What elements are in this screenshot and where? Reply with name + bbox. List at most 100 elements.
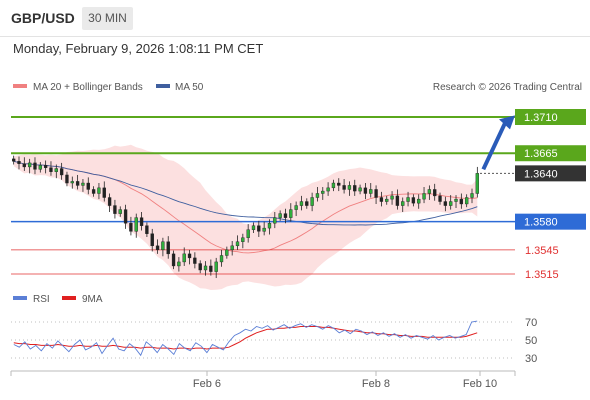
candle-body xyxy=(283,213,288,218)
candle-body xyxy=(342,185,346,190)
candle-body xyxy=(305,201,309,206)
copyright-text: Research © 2026 Trading Central xyxy=(433,82,582,93)
legend-swatch-rsi xyxy=(13,296,27,300)
datetime-text: Monday, February 9, 2026 1:08:11 PM CET xyxy=(13,41,264,56)
candle-body xyxy=(54,168,58,172)
candles xyxy=(11,155,480,279)
candle-body xyxy=(278,213,282,218)
candle-body xyxy=(59,168,64,176)
candle-body xyxy=(97,187,101,194)
legend-ma20-label: MA 20 + Bollinger Bands xyxy=(33,82,143,93)
candle-body xyxy=(438,195,442,202)
bollinger-bands xyxy=(13,144,478,290)
rsi-panel: 70 50 30 xyxy=(11,317,537,365)
candle-body xyxy=(385,198,389,202)
candle-body xyxy=(315,193,320,198)
candle-body xyxy=(145,225,149,234)
candle-body xyxy=(230,245,234,251)
candle-body xyxy=(171,253,176,267)
resistance-tag xyxy=(515,145,586,162)
candle-body xyxy=(193,257,197,264)
candle-body xyxy=(214,261,218,272)
bollinger-band-fill xyxy=(13,144,478,290)
last-price-label: 1.3640 xyxy=(524,168,558,180)
candle-body xyxy=(299,201,304,206)
candle-body xyxy=(118,209,122,214)
candle-body xyxy=(123,209,128,224)
candle-body xyxy=(17,161,21,164)
candle-body xyxy=(433,189,437,197)
candle-body xyxy=(33,162,37,170)
pivot-label: 1.3580 xyxy=(524,217,558,229)
candle-body xyxy=(11,158,16,162)
candle-body xyxy=(43,165,48,168)
resistance-label: 1.3710 xyxy=(524,112,558,124)
timeframe-button[interactable]: 30 MIN xyxy=(82,7,133,30)
candle-body xyxy=(475,173,480,194)
symbol-title: GBP/USD xyxy=(11,10,75,26)
ma50-line xyxy=(13,160,478,226)
header-divider xyxy=(0,36,590,37)
candle-body xyxy=(27,162,32,168)
candle-body xyxy=(374,189,378,198)
candle-body xyxy=(262,227,266,232)
legend-rsi-label: RSI xyxy=(33,294,50,305)
candle-body xyxy=(155,245,160,251)
forecast-arrow-head xyxy=(499,115,515,130)
candle-body xyxy=(70,181,74,184)
rsi-9ma-line xyxy=(13,326,478,350)
forecast-arrow xyxy=(481,115,515,171)
rsi-tick-label: 50 xyxy=(525,335,537,347)
candle-body xyxy=(417,198,421,204)
candle-body xyxy=(470,193,474,198)
legend-swatch-ma50 xyxy=(156,84,170,88)
x-tick-label: Feb 8 xyxy=(362,378,390,390)
legend-swatch-9ma xyxy=(62,296,76,300)
candle-body xyxy=(353,185,357,192)
candle-body xyxy=(454,198,458,202)
candle-body xyxy=(219,255,224,263)
candle-body xyxy=(337,182,341,186)
candle-body xyxy=(390,195,394,200)
candle-body xyxy=(273,217,277,224)
candle-body xyxy=(358,187,362,192)
rsi-tick-label: 70 xyxy=(525,317,537,329)
candle-body xyxy=(459,198,464,205)
legend-ma50-label: MA 50 xyxy=(175,82,204,93)
legend-9ma-label: 9MA xyxy=(82,294,103,305)
candle-body xyxy=(326,187,330,192)
candle-body xyxy=(75,181,80,186)
candle-body xyxy=(347,185,352,190)
candle-body xyxy=(65,174,69,184)
candle-body xyxy=(289,209,293,218)
candle-body xyxy=(246,229,250,238)
candle-body xyxy=(161,241,165,251)
candle-body xyxy=(209,265,213,272)
candle-body xyxy=(465,197,469,205)
candle-body xyxy=(331,182,336,189)
candle-body xyxy=(187,253,192,259)
resistance-tag xyxy=(515,109,586,125)
candle-body xyxy=(310,197,314,206)
pivot-tag xyxy=(515,213,586,230)
candle-body xyxy=(129,223,133,232)
candle-body xyxy=(38,165,42,170)
rsi-line xyxy=(13,320,478,357)
candle-body xyxy=(91,189,96,194)
candle-body xyxy=(22,163,26,168)
candle-body xyxy=(139,217,144,226)
candle-body xyxy=(427,189,432,194)
candle-body xyxy=(182,253,186,263)
candle-body xyxy=(379,197,384,202)
candle-body xyxy=(422,193,426,200)
candle-body xyxy=(102,187,106,198)
candle-body xyxy=(107,197,112,206)
legend-swatch-ma20 xyxy=(13,84,27,88)
price-levels: 1.3710 1.3665 1.3640 1.3580 1.3545 1.3515 xyxy=(11,109,586,281)
candle-body xyxy=(113,205,117,214)
last-price-tag xyxy=(515,165,586,182)
candle-body xyxy=(294,205,298,210)
candle-body xyxy=(177,261,181,267)
candle-body xyxy=(150,233,154,247)
